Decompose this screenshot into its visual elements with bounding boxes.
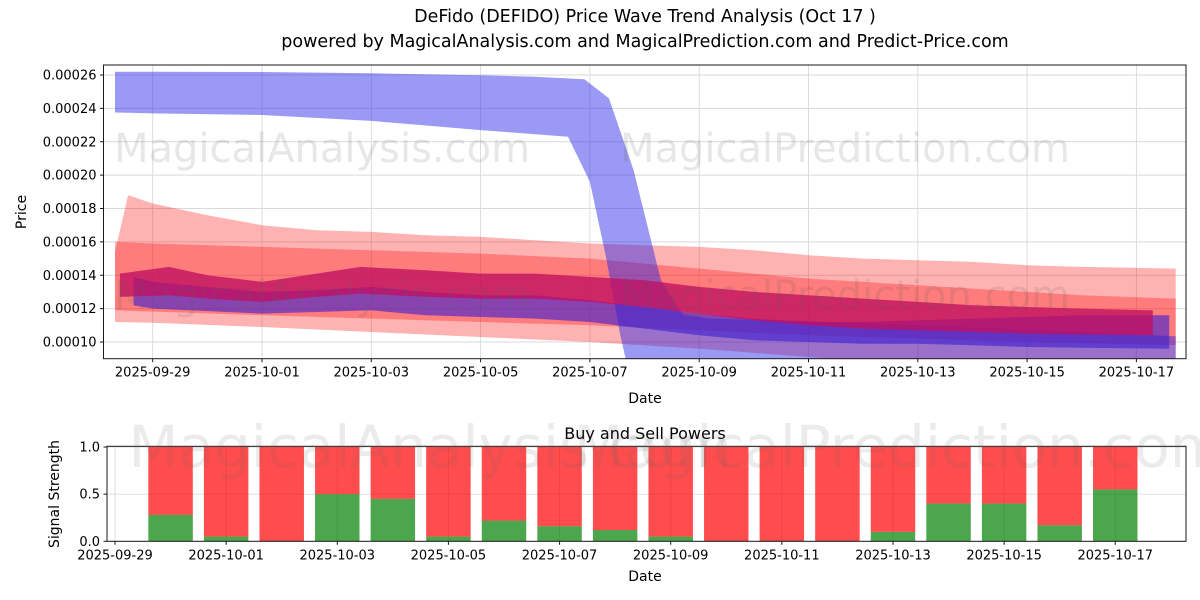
power-chart-title: Buy and Sell Powers (564, 424, 726, 443)
y-tick-label: 0.00016 (43, 235, 97, 250)
y-tick-label: 0.00010 (43, 336, 97, 351)
x-tick-label: 2025-10-01 (224, 366, 300, 381)
price-date-label: Date (628, 391, 662, 407)
bar-buy-segment (592, 529, 638, 542)
x-tick-label: 2025-09-29 (77, 548, 153, 563)
bar-buy-segment (981, 503, 1027, 542)
x-tick-label: 2025-10-15 (989, 366, 1065, 381)
x-tick-label: 2025-10-15 (966, 548, 1042, 563)
price-ticks: 2025-09-29 2025-10-01 2025-10-03 2025-10-05… (43, 69, 1174, 381)
x-tick-label: 2025-10-17 (1099, 366, 1175, 381)
x-tick-label: 2025-10-09 (661, 366, 737, 381)
bar-sell-segment (481, 447, 527, 521)
bar-sell-segment (759, 447, 805, 542)
x-tick-label: 2025-10-07 (552, 366, 628, 381)
bar-buy-segment (370, 498, 416, 542)
bar-sell-segment (592, 447, 638, 530)
bar-buy-segment (537, 526, 582, 542)
bar-sell-segment (426, 447, 471, 537)
x-tick-label: 2025-10-09 (633, 548, 709, 563)
price-axis-label: Price (14, 194, 30, 230)
y-tick-label: 0.0 (79, 535, 100, 550)
bar-buy-segment (315, 494, 360, 542)
bar-buy-segment (148, 514, 193, 542)
bar-sell-segment (315, 447, 360, 495)
price-bands (115, 71, 1176, 359)
y-tick-label: 0.00018 (43, 202, 97, 217)
y-tick-label: 0.00014 (43, 269, 97, 284)
x-tick-label: 2025-10-05 (443, 366, 519, 381)
bar-sell-segment (203, 447, 249, 537)
bar-buy-segment (426, 536, 471, 542)
bar-sell-segment (926, 447, 971, 504)
y-tick-label: 1.0 (79, 441, 100, 456)
y-tick-label: 0.00022 (43, 135, 97, 150)
x-tick-label: 2025-10-13 (855, 548, 931, 563)
power-ticks: 2025-09-29 2025-10-01 2025-10-03 2025-10-05… (77, 441, 1153, 564)
x-tick-label: 2025-10-03 (334, 366, 410, 381)
bar-sell-segment (1093, 447, 1138, 490)
y-tick-label: 0.00024 (43, 102, 97, 117)
bar-sell-segment (981, 447, 1027, 504)
x-tick-label: 2025-10-17 (1077, 548, 1153, 563)
bar-buy-segment (481, 520, 527, 542)
signal-strength-axis-label: Signal Strength (47, 439, 63, 549)
bar-buy-segment (870, 531, 916, 542)
power-bars (148, 447, 1138, 542)
bar-sell-segment (648, 447, 693, 537)
bar-sell-segment (815, 447, 860, 542)
x-tick-label: 2025-10-01 (188, 548, 264, 563)
x-tick-label: 2025-10-13 (880, 366, 956, 381)
bar-sell-segment (259, 447, 304, 542)
bar-buy-segment (1037, 525, 1082, 542)
bar-sell-segment (1037, 447, 1082, 526)
y-tick-label: 0.5 (79, 488, 100, 503)
bar-buy-segment (648, 536, 693, 542)
bar-buy-segment (1093, 489, 1138, 542)
band-crimson-core-band (119, 266, 1153, 336)
x-tick-label: 2025-10-03 (299, 548, 375, 563)
bar-sell-segment (370, 447, 416, 499)
x-tick-label: 2025-10-11 (744, 548, 820, 563)
y-tick-label: 0.00020 (43, 169, 97, 184)
bar-sell-segment (148, 447, 193, 515)
x-tick-label: 2025-10-11 (771, 366, 847, 381)
bar-sell-segment (537, 447, 582, 527)
power-date-label: Date (628, 569, 662, 585)
price-plot-border (103, 64, 1187, 360)
bar-buy-segment (926, 503, 971, 542)
x-tick-label: 2025-10-05 (411, 548, 487, 563)
x-tick-label: 2025-10-07 (522, 548, 598, 563)
bar-buy-segment (203, 536, 249, 542)
page-subtitle: powered by MagicalAnalysis.com and Magic… (281, 32, 1009, 52)
bar-sell-segment (870, 447, 916, 532)
y-tick-label: 0.00026 (43, 69, 97, 84)
y-tick-label: 0.00012 (43, 302, 97, 317)
x-tick-label: 2025-09-29 (115, 366, 191, 381)
page-title: DeFido (DEFIDO) Price Wave Trend Analysi… (414, 7, 876, 27)
bar-sell-segment (704, 447, 749, 542)
